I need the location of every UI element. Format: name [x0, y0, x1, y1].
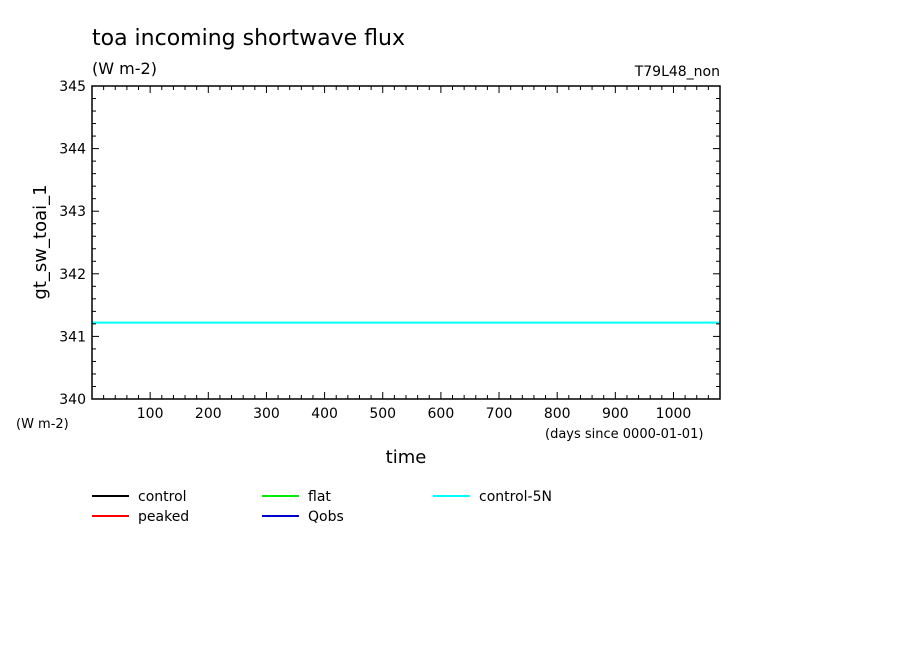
x-axis-label: time [386, 447, 427, 468]
y-tick-labels: 340 341 342 343 344 345 [59, 79, 86, 408]
x-tick-label: 300 [253, 406, 280, 422]
y-tick-label: 341 [59, 329, 86, 345]
chart-title: toa incoming shortwave flux [92, 26, 405, 51]
plot-frame [91, 85, 721, 400]
y-axis-label: gt_sw_toai_1 [30, 184, 51, 299]
legend-label-peaked: peaked [138, 509, 189, 525]
chart-subtitle: (W m-2) [92, 59, 157, 78]
legend-label-control: control [138, 489, 187, 505]
x-tick-label: 700 [486, 406, 513, 422]
x-tick-label: 800 [544, 406, 571, 422]
x-tick-label: 900 [602, 406, 629, 422]
x-tick-label: 600 [428, 406, 455, 422]
y-axis-unit: (W m-2) [16, 417, 69, 432]
x-tick-label: 100 [137, 406, 164, 422]
x-tick-label: 1000 [656, 406, 692, 422]
y-tick-label: 342 [59, 267, 86, 283]
y-tick-label: 345 [59, 79, 86, 95]
legend-label-control-5n: control-5N [479, 489, 552, 505]
legend-label-flat: flat [308, 489, 331, 505]
x-tick-labels: 100 200 300 400 500 600 700 800 900 1000 [137, 406, 692, 422]
y-tick-label: 343 [59, 204, 86, 220]
axis-ticks [92, 86, 720, 399]
x-tick-label: 400 [311, 406, 338, 422]
x-tick-label: 200 [195, 406, 222, 422]
run-label: T79L48_non [634, 64, 720, 80]
x-axis-unit: (days since 0000-01-01) [545, 427, 703, 442]
legend: control peaked flat Qobs control-5N [92, 489, 552, 525]
y-tick-label: 340 [59, 392, 86, 408]
legend-label-qobs: Qobs [308, 509, 344, 525]
x-tick-label: 500 [369, 406, 396, 422]
y-tick-label: 344 [59, 142, 86, 158]
